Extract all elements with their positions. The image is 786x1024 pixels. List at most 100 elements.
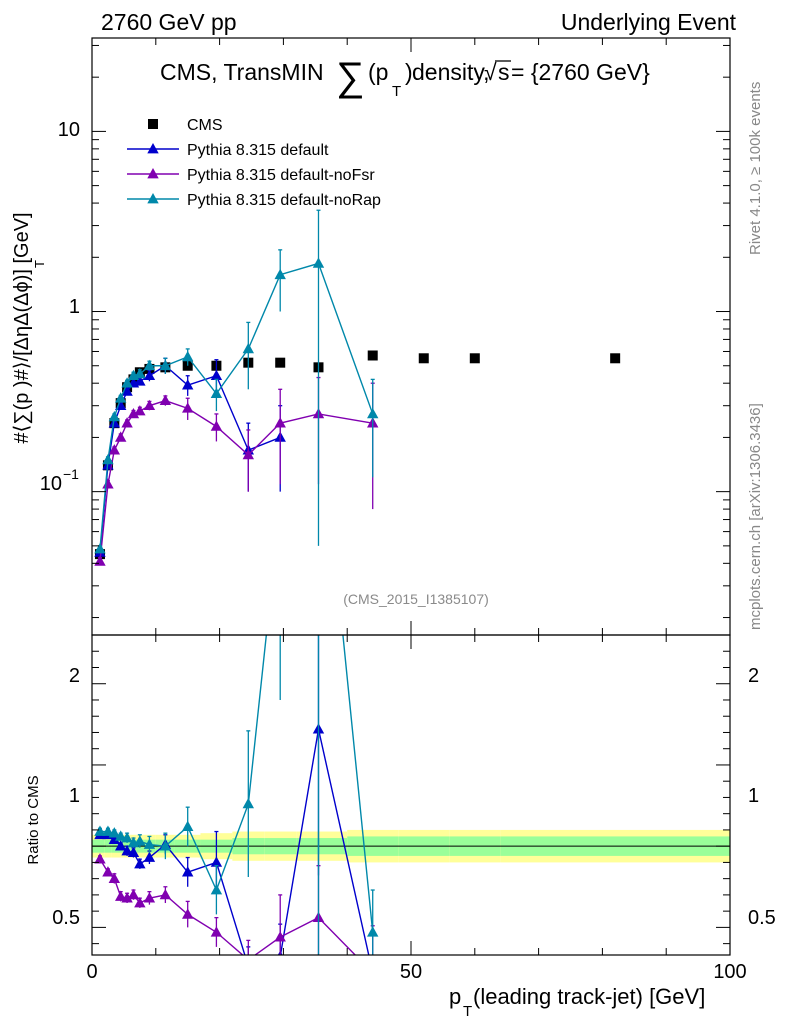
point-noFsr — [159, 394, 172, 405]
ratio-series-default — [94, 635, 378, 977]
ratio-point-noFsr — [367, 967, 378, 977]
point-cms — [610, 353, 621, 364]
point-default — [182, 379, 194, 390]
legend-entry-noFsr: Pythia 8.315 default-noFsr — [127, 167, 375, 184]
legend-entry-cms: CMS — [148, 117, 223, 134]
series-noFsr — [94, 376, 379, 566]
ratio-point-noRap — [108, 827, 121, 838]
rtick-2-right: 2 — [748, 665, 759, 687]
point-default — [143, 369, 156, 381]
ytick-01-exp: −1 — [63, 466, 79, 482]
point-cms — [418, 353, 429, 364]
ratio-point-default — [134, 858, 146, 869]
point-noFsr — [102, 478, 114, 489]
ratio-point-default — [121, 845, 133, 856]
point-noFsr — [134, 405, 146, 416]
point-noRap — [367, 407, 379, 419]
main-ylabel: #⟨∑(p )#⟩/[ΔηΔ(Δϕ)] [GeV] — [11, 212, 33, 443]
ratio-series-noFsr — [94, 853, 378, 977]
legend-marker-noFsr — [147, 168, 159, 179]
ratio-point-noFsr — [94, 853, 106, 864]
point-default — [134, 375, 146, 386]
ratio-point-noFsr — [210, 926, 223, 937]
ytick-1: 1 — [69, 296, 80, 318]
main-ylabel-sub: T — [32, 260, 47, 268]
mcplots-label: mcplots.cern.ch [arXiv:1306.3436] — [747, 403, 764, 630]
ratio-point-noFsr — [274, 931, 286, 942]
point-noRap — [182, 350, 194, 362]
point-noFsr — [143, 399, 156, 411]
ratio-point-noRap — [367, 926, 379, 937]
ratio-point-noRap — [134, 835, 146, 846]
point-default — [108, 417, 121, 428]
ratio-point-noRap — [275, 499, 286, 509]
title-energy: = {2760 GeV} — [511, 59, 650, 85]
ratio-point-noFsr — [182, 908, 194, 919]
title-prefix: CMS, TransMIN — [160, 59, 324, 85]
ratio-point-noFsr — [102, 866, 114, 877]
rtick-05-left: 0.5 — [52, 907, 80, 929]
ratio-line-noFsr — [99, 858, 357, 955]
legend: CMS Pythia 8.315 default Pythia 8.315 defa… — [127, 117, 381, 209]
title-sqrt: √ — [484, 59, 497, 85]
ratio-point-noFsr — [127, 888, 140, 900]
header-left: 2760 GeV pp — [101, 9, 237, 35]
point-noRap — [242, 342, 255, 354]
point-noFsr — [242, 448, 255, 460]
ratio-point-noRap — [159, 840, 172, 851]
series-cms — [94, 350, 621, 560]
ratio-point-noRap — [94, 825, 106, 836]
ratio-point-default — [108, 833, 121, 844]
ratio-point-noFsr — [159, 888, 172, 900]
ratio-point-default — [115, 840, 127, 851]
xtick-100: 100 — [713, 961, 746, 983]
xlabel-sub: T — [463, 1003, 472, 1020]
point-noRap — [134, 367, 146, 379]
point-noRap — [121, 377, 133, 388]
ratio-point-noRap — [121, 832, 133, 843]
rtick-1-left: 1 — [69, 785, 80, 807]
point-cms — [367, 350, 378, 361]
legend-marker-cms — [148, 119, 158, 129]
title-sum: ∑ — [336, 55, 365, 99]
xtick-50: 50 — [400, 961, 422, 983]
point-noRap — [274, 268, 286, 280]
xlabel-rest: (leading track-jet) [GeV] — [473, 984, 705, 1009]
ratio-point-default — [243, 960, 254, 970]
ratio-point-default — [210, 856, 223, 867]
point-noRap — [159, 359, 172, 371]
ratio-point-noFsr — [108, 872, 121, 883]
legend-entry-default: Pythia 8.315 default — [127, 142, 329, 159]
legend-marker-noRap — [147, 193, 159, 204]
axis-ticks — [91, 38, 731, 955]
series-noRap — [94, 209, 379, 554]
ratio-series-noRap — [94, 499, 379, 955]
ratio-point-noRap — [115, 830, 127, 841]
ratio-point-noFsr — [143, 892, 156, 903]
point-noFsr — [108, 444, 121, 455]
ytick-10: 10 — [58, 119, 80, 141]
rtick-1-right: 1 — [748, 785, 759, 807]
point-noFsr — [210, 420, 223, 431]
legend-entry-noRap: Pythia 8.315 default-noRap — [127, 192, 381, 209]
point-default — [210, 369, 223, 381]
xlabel-p: p — [449, 984, 461, 1009]
point-noRap — [210, 387, 223, 398]
title-pt-open: (p — [368, 59, 388, 85]
point-cms — [469, 353, 480, 364]
legend-label-default: Pythia 8.315 default — [187, 142, 329, 159]
ratio-point-default — [367, 967, 378, 977]
point-noRap — [102, 453, 114, 465]
ratio-point-noFsr — [121, 892, 133, 903]
point-noFsr — [274, 417, 286, 428]
title-pt-close: ) — [405, 59, 413, 85]
line-noFsr — [99, 399, 373, 562]
title-pt-sub: T — [392, 83, 401, 100]
ratio-point-noRap — [143, 838, 156, 849]
point-noFsr — [121, 417, 133, 428]
analysis-annotation: (CMS_2015_I1385107) — [343, 591, 489, 607]
ratio-point-noRap — [182, 820, 194, 831]
line-noRap — [99, 262, 374, 550]
ratio-point-default — [143, 851, 156, 862]
point-noRap — [94, 543, 106, 554]
